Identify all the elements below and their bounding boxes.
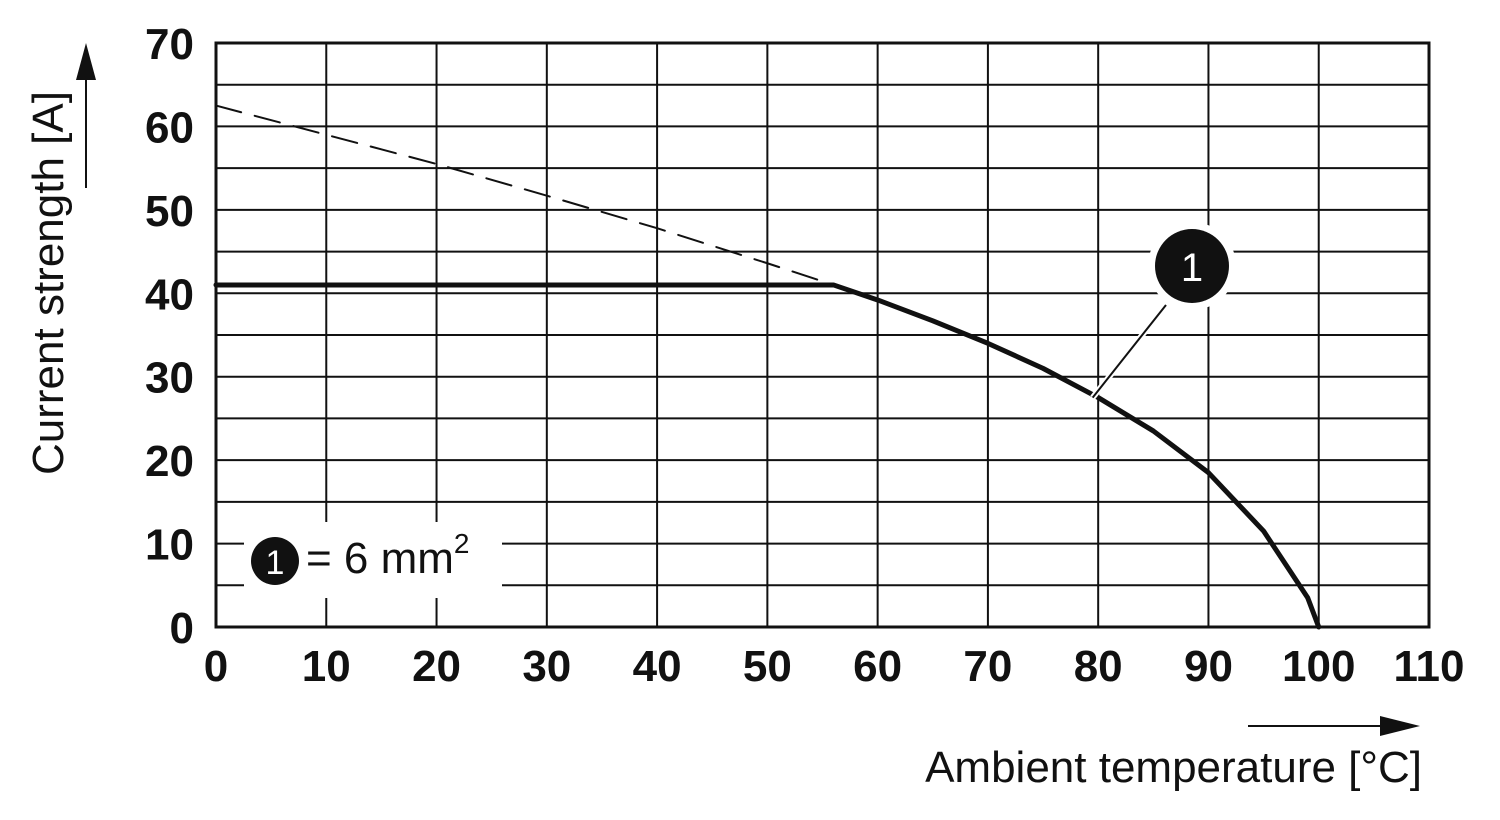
x-tick-label: 110 xyxy=(1394,642,1465,691)
x-tick-label: 70 xyxy=(963,642,1012,691)
x-tick-label: 100 xyxy=(1282,642,1355,691)
callout-leader-line-inner xyxy=(1091,304,1167,399)
x-axis-arrow-head xyxy=(1380,716,1420,736)
x-tick-label: 80 xyxy=(1074,642,1123,691)
y-tick-label: 0 xyxy=(170,604,194,653)
y-axis-arrow-head xyxy=(76,43,96,80)
legend-marker-label: 1 xyxy=(266,544,285,582)
legend-superscript: 2 xyxy=(454,528,470,559)
y-tick-label: 40 xyxy=(145,270,194,319)
y-tick-label: 10 xyxy=(145,521,194,570)
x-tick-label: 90 xyxy=(1184,642,1233,691)
x-tick-label: 40 xyxy=(633,642,682,691)
x-tick-label: 30 xyxy=(522,642,571,691)
plot-frame xyxy=(214,41,1431,629)
curves xyxy=(213,104,1322,630)
x-tick-label: 0 xyxy=(204,642,228,691)
x-tick-label: 20 xyxy=(412,642,461,691)
legend-marker xyxy=(251,537,299,585)
y-tick-label: 30 xyxy=(145,354,194,403)
y-tick-label: 60 xyxy=(145,103,194,152)
curve-dashed-extension xyxy=(215,104,835,286)
y-tick-labels: 0 10 20 30 40 50 60 70 xyxy=(145,20,194,653)
y-tick-label: 20 xyxy=(145,437,194,486)
curve-6mm2 xyxy=(213,282,1322,630)
x-tick-labels: 0 10 20 30 40 50 60 70 80 90 100 110 xyxy=(204,642,1465,691)
callout-marker xyxy=(1155,229,1229,303)
x-tick-label: 60 xyxy=(853,642,902,691)
y-tick-label: 70 xyxy=(145,20,194,69)
legend-text: = 6 mm2 xyxy=(306,528,470,583)
y-axis-title: Current strength [A] xyxy=(24,91,73,475)
x-tick-label: 10 xyxy=(302,642,351,691)
legend-text-main: = 6 mm xyxy=(306,534,454,583)
callout-marker-label: 1 xyxy=(1181,246,1203,290)
y-tick-label: 50 xyxy=(145,187,194,236)
x-axis-title: Ambient temperature [°C] xyxy=(925,743,1422,792)
x-tick-label: 50 xyxy=(743,642,792,691)
